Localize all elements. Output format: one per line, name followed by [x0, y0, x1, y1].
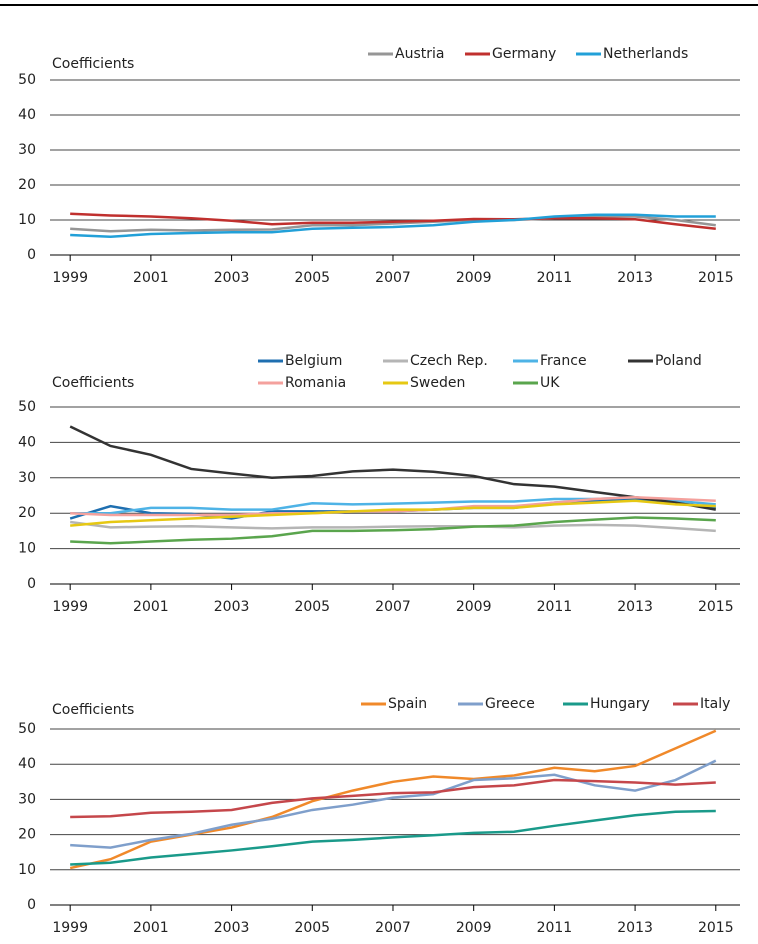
y-axis-label: Coefficients — [52, 702, 134, 718]
legend-label: Greece — [485, 696, 535, 712]
legend-label: Belgium — [285, 353, 342, 369]
x-tick-label: 2011 — [537, 270, 573, 286]
y-tick-label: 0 — [27, 576, 36, 592]
x-tick-label: 2001 — [133, 599, 169, 615]
y-tick-label: 50 — [18, 72, 36, 88]
x-tick-label: 2001 — [133, 270, 169, 286]
x-tick-label: 2013 — [617, 599, 653, 615]
x-tick-label: 2005 — [294, 920, 330, 936]
x-tick-label: 2013 — [617, 270, 653, 286]
y-tick-label: 20 — [18, 827, 36, 843]
legend-label: Spain — [388, 696, 427, 712]
x-tick-label: 2009 — [456, 599, 492, 615]
x-tick-label: 2011 — [537, 920, 573, 936]
y-tick-label: 20 — [18, 505, 36, 521]
y-tick-label: 10 — [18, 212, 36, 228]
legend-label: UK — [540, 375, 560, 391]
series-line — [70, 212, 716, 230]
y-tick-label: 50 — [18, 721, 36, 737]
x-tick-label: 2009 — [456, 920, 492, 936]
legend-label: Austria — [395, 46, 444, 62]
series-line — [70, 215, 716, 233]
x-tick-label: 2005 — [294, 270, 330, 286]
x-tick-label: 1999 — [52, 920, 88, 936]
y-axis-label: Coefficients — [52, 375, 134, 391]
legend-label: Germany — [492, 46, 556, 62]
series-line — [70, 778, 716, 819]
y-tick-label: 0 — [27, 897, 36, 913]
y-tick-label: 40 — [18, 434, 36, 450]
x-tick-label: 2013 — [617, 920, 653, 936]
series-line — [70, 809, 716, 866]
x-tick-label: 1999 — [52, 270, 88, 286]
series-line — [69, 425, 717, 511]
x-tick-label: 2003 — [214, 270, 250, 286]
y-tick-label: 30 — [18, 791, 36, 807]
y-axis-label: Coefficients — [52, 56, 134, 72]
x-tick-label: 2015 — [698, 599, 734, 615]
y-tick-label: 0 — [27, 247, 36, 263]
series-line — [70, 496, 716, 517]
x-tick-label: 2015 — [698, 270, 734, 286]
y-tick-label: 20 — [18, 177, 36, 193]
legend-label: Netherlands — [603, 46, 688, 62]
x-tick-label: 2007 — [375, 599, 411, 615]
legend-label: Czech Rep. — [410, 353, 488, 369]
x-tick-label: 2011 — [537, 599, 573, 615]
series-line — [70, 213, 716, 239]
x-tick-label: 2005 — [294, 599, 330, 615]
x-tick-label: 2001 — [133, 920, 169, 936]
legend-label: Poland — [655, 353, 702, 369]
x-tick-label: 2003 — [214, 920, 250, 936]
x-tick-label: 2007 — [375, 920, 411, 936]
legend-label: Romania — [285, 375, 346, 391]
y-tick-label: 30 — [18, 470, 36, 486]
x-tick-label: 2007 — [375, 270, 411, 286]
series-line — [70, 499, 716, 527]
series-line — [70, 516, 716, 545]
y-tick-label: 40 — [18, 756, 36, 772]
y-tick-label: 50 — [18, 399, 36, 415]
x-tick-label: 2003 — [214, 599, 250, 615]
y-tick-label: 30 — [18, 142, 36, 158]
legend-label: Sweden — [410, 375, 465, 391]
x-tick-label: 1999 — [52, 599, 88, 615]
legend-label: Hungary — [590, 696, 650, 712]
x-tick-label: 2009 — [456, 270, 492, 286]
y-tick-label: 10 — [18, 541, 36, 557]
series-line — [70, 759, 717, 849]
series-line — [70, 520, 716, 533]
y-tick-label: 10 — [18, 862, 36, 878]
y-tick-label: 40 — [18, 107, 36, 123]
legend-label: France — [540, 353, 587, 369]
legend-label: Italy — [700, 696, 730, 712]
x-tick-label: 2015 — [698, 920, 734, 936]
